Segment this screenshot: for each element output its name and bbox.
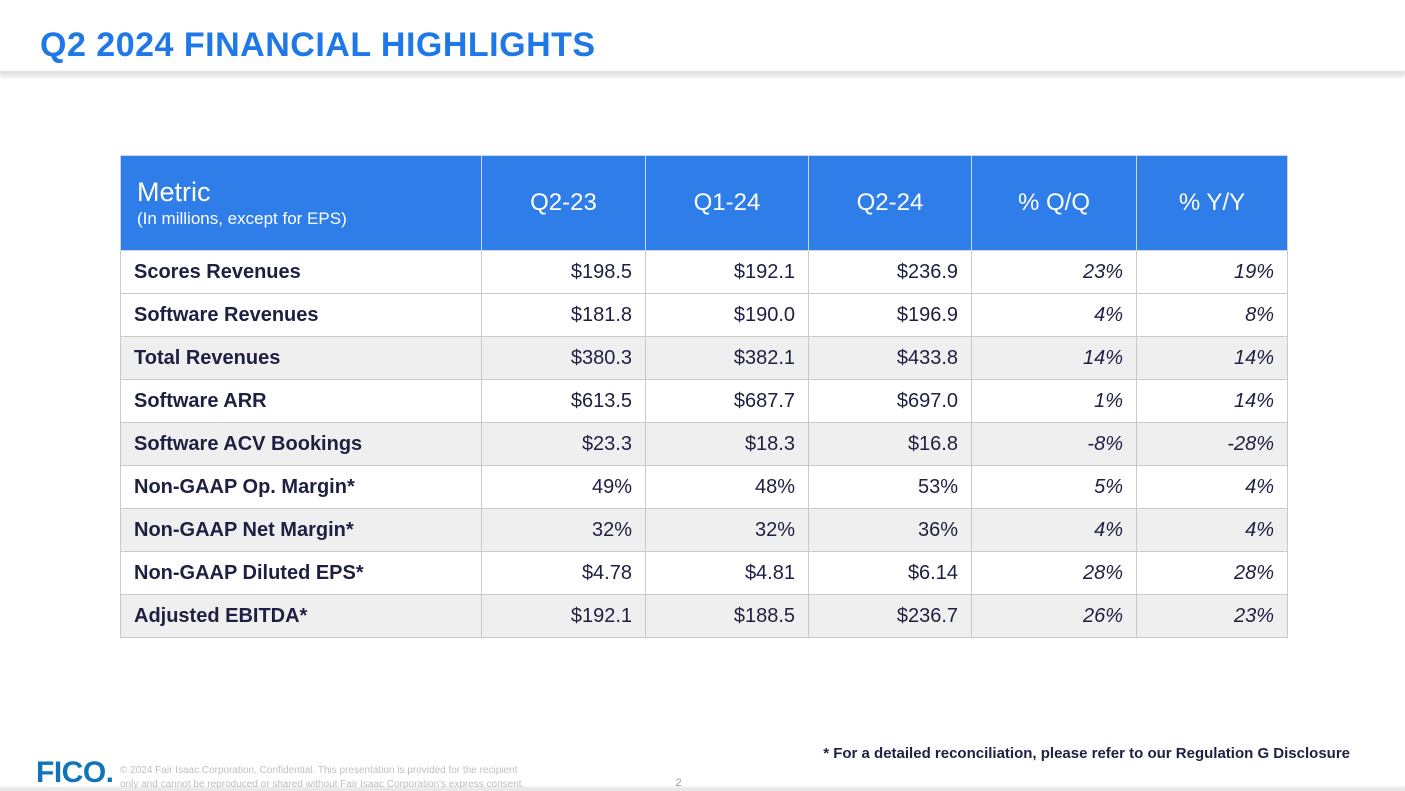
cell-value: 23% bbox=[1136, 594, 1288, 638]
cell-value: $192.1 bbox=[481, 594, 646, 638]
cell-value: $198.5 bbox=[481, 250, 646, 294]
column-header-pct-yy: % Y/Y bbox=[1136, 155, 1288, 251]
cell-value: $190.0 bbox=[645, 293, 809, 337]
title-divider bbox=[0, 71, 1405, 74]
cell-value: $697.0 bbox=[808, 379, 972, 423]
table-row: Software Revenues $181.8 $190.0 $196.9 4… bbox=[120, 293, 1288, 337]
cell-value: 4% bbox=[1136, 465, 1288, 509]
column-header-q1-24: Q1-24 bbox=[645, 155, 809, 251]
cell-value: 28% bbox=[1136, 551, 1288, 595]
row-metric-name: Non-GAAP Net Margin* bbox=[120, 508, 482, 552]
cell-value: 23% bbox=[971, 250, 1137, 294]
cell-value: 1% bbox=[971, 379, 1137, 423]
cell-value: $192.1 bbox=[645, 250, 809, 294]
table-header-row: Metric (In millions, except for EPS) Q2-… bbox=[120, 155, 1288, 251]
metric-header-label: Metric bbox=[137, 176, 211, 207]
cell-value: $196.9 bbox=[808, 293, 972, 337]
cell-value: $18.3 bbox=[645, 422, 809, 466]
cell-value: $613.5 bbox=[481, 379, 646, 423]
cell-value: 32% bbox=[645, 508, 809, 552]
cell-value: 14% bbox=[1136, 336, 1288, 380]
cell-value: 14% bbox=[971, 336, 1137, 380]
cell-value: 4% bbox=[971, 293, 1137, 337]
table-row: Non-GAAP Op. Margin* 49% 48% 53% 5% 4% bbox=[120, 465, 1288, 509]
cell-value: $23.3 bbox=[481, 422, 646, 466]
cell-value: 19% bbox=[1136, 250, 1288, 294]
cell-value: $380.3 bbox=[481, 336, 646, 380]
cell-value: $6.14 bbox=[808, 551, 972, 595]
cell-value: $236.7 bbox=[808, 594, 972, 638]
column-header-q2-24: Q2-24 bbox=[808, 155, 972, 251]
cell-value: 4% bbox=[971, 508, 1137, 552]
metric-header-sublabel: (In millions, except for EPS) bbox=[137, 209, 347, 229]
row-metric-name: Software Revenues bbox=[120, 293, 482, 337]
copyright-line-1: © 2024 Fair Isaac Corporation. Confident… bbox=[120, 765, 518, 776]
row-metric-name: Non-GAAP Diluted EPS* bbox=[120, 551, 482, 595]
cell-value: $4.78 bbox=[481, 551, 646, 595]
fico-logo: FICO. bbox=[36, 756, 114, 789]
copyright-text: © 2024 Fair Isaac Corporation. Confident… bbox=[120, 764, 524, 791]
page-number: 2 bbox=[675, 777, 682, 789]
cell-value: $188.5 bbox=[645, 594, 809, 638]
table-row: Scores Revenues $198.5 $192.1 $236.9 23%… bbox=[120, 250, 1288, 294]
column-header-metric: Metric (In millions, except for EPS) bbox=[120, 155, 482, 251]
cell-value: 8% bbox=[1136, 293, 1288, 337]
cell-value: 32% bbox=[481, 508, 646, 552]
page-title: Q2 2024 FINANCIAL HIGHLIGHTS bbox=[40, 26, 596, 64]
cell-value: -28% bbox=[1136, 422, 1288, 466]
cell-value: 53% bbox=[808, 465, 972, 509]
table-row: Non-GAAP Diluted EPS* $4.78 $4.81 $6.14 … bbox=[120, 551, 1288, 595]
cell-value: $382.1 bbox=[645, 336, 809, 380]
row-metric-name: Scores Revenues bbox=[120, 250, 482, 294]
cell-value: $687.7 bbox=[645, 379, 809, 423]
cell-value: $16.8 bbox=[808, 422, 972, 466]
regulation-g-footnote: * For a detailed reconciliation, please … bbox=[823, 745, 1350, 762]
financial-highlights-table: Metric (In millions, except for EPS) Q2-… bbox=[120, 155, 1288, 638]
cell-value: $433.8 bbox=[808, 336, 972, 380]
copyright-line-2: only and cannot be reproduced or shared … bbox=[120, 779, 525, 790]
cell-value: $236.9 bbox=[808, 250, 972, 294]
row-metric-name: Software ARR bbox=[120, 379, 482, 423]
cell-value: 5% bbox=[971, 465, 1137, 509]
cell-value: 36% bbox=[808, 508, 972, 552]
column-header-q2-23: Q2-23 bbox=[481, 155, 646, 251]
table-row: Non-GAAP Net Margin* 32% 32% 36% 4% 4% bbox=[120, 508, 1288, 552]
cell-value: $181.8 bbox=[481, 293, 646, 337]
row-metric-name: Adjusted EBITDA* bbox=[120, 594, 482, 638]
column-header-pct-qq: % Q/Q bbox=[971, 155, 1137, 251]
row-metric-name: Total Revenues bbox=[120, 336, 482, 380]
slide-bottom-edge bbox=[0, 788, 1405, 791]
table-row: Software ARR $613.5 $687.7 $697.0 1% 14% bbox=[120, 379, 1288, 423]
row-metric-name: Non-GAAP Op. Margin* bbox=[120, 465, 482, 509]
cell-value: $4.81 bbox=[645, 551, 809, 595]
table-row: Software ACV Bookings $23.3 $18.3 $16.8 … bbox=[120, 422, 1288, 466]
cell-value: 48% bbox=[645, 465, 809, 509]
cell-value: 28% bbox=[971, 551, 1137, 595]
cell-value: -8% bbox=[971, 422, 1137, 466]
row-metric-name: Software ACV Bookings bbox=[120, 422, 482, 466]
cell-value: 14% bbox=[1136, 379, 1288, 423]
cell-value: 49% bbox=[481, 465, 646, 509]
cell-value: 4% bbox=[1136, 508, 1288, 552]
table-row: Total Revenues $380.3 $382.1 $433.8 14% … bbox=[120, 336, 1288, 380]
cell-value: 26% bbox=[971, 594, 1137, 638]
table-row: Adjusted EBITDA* $192.1 $188.5 $236.7 26… bbox=[120, 594, 1288, 638]
